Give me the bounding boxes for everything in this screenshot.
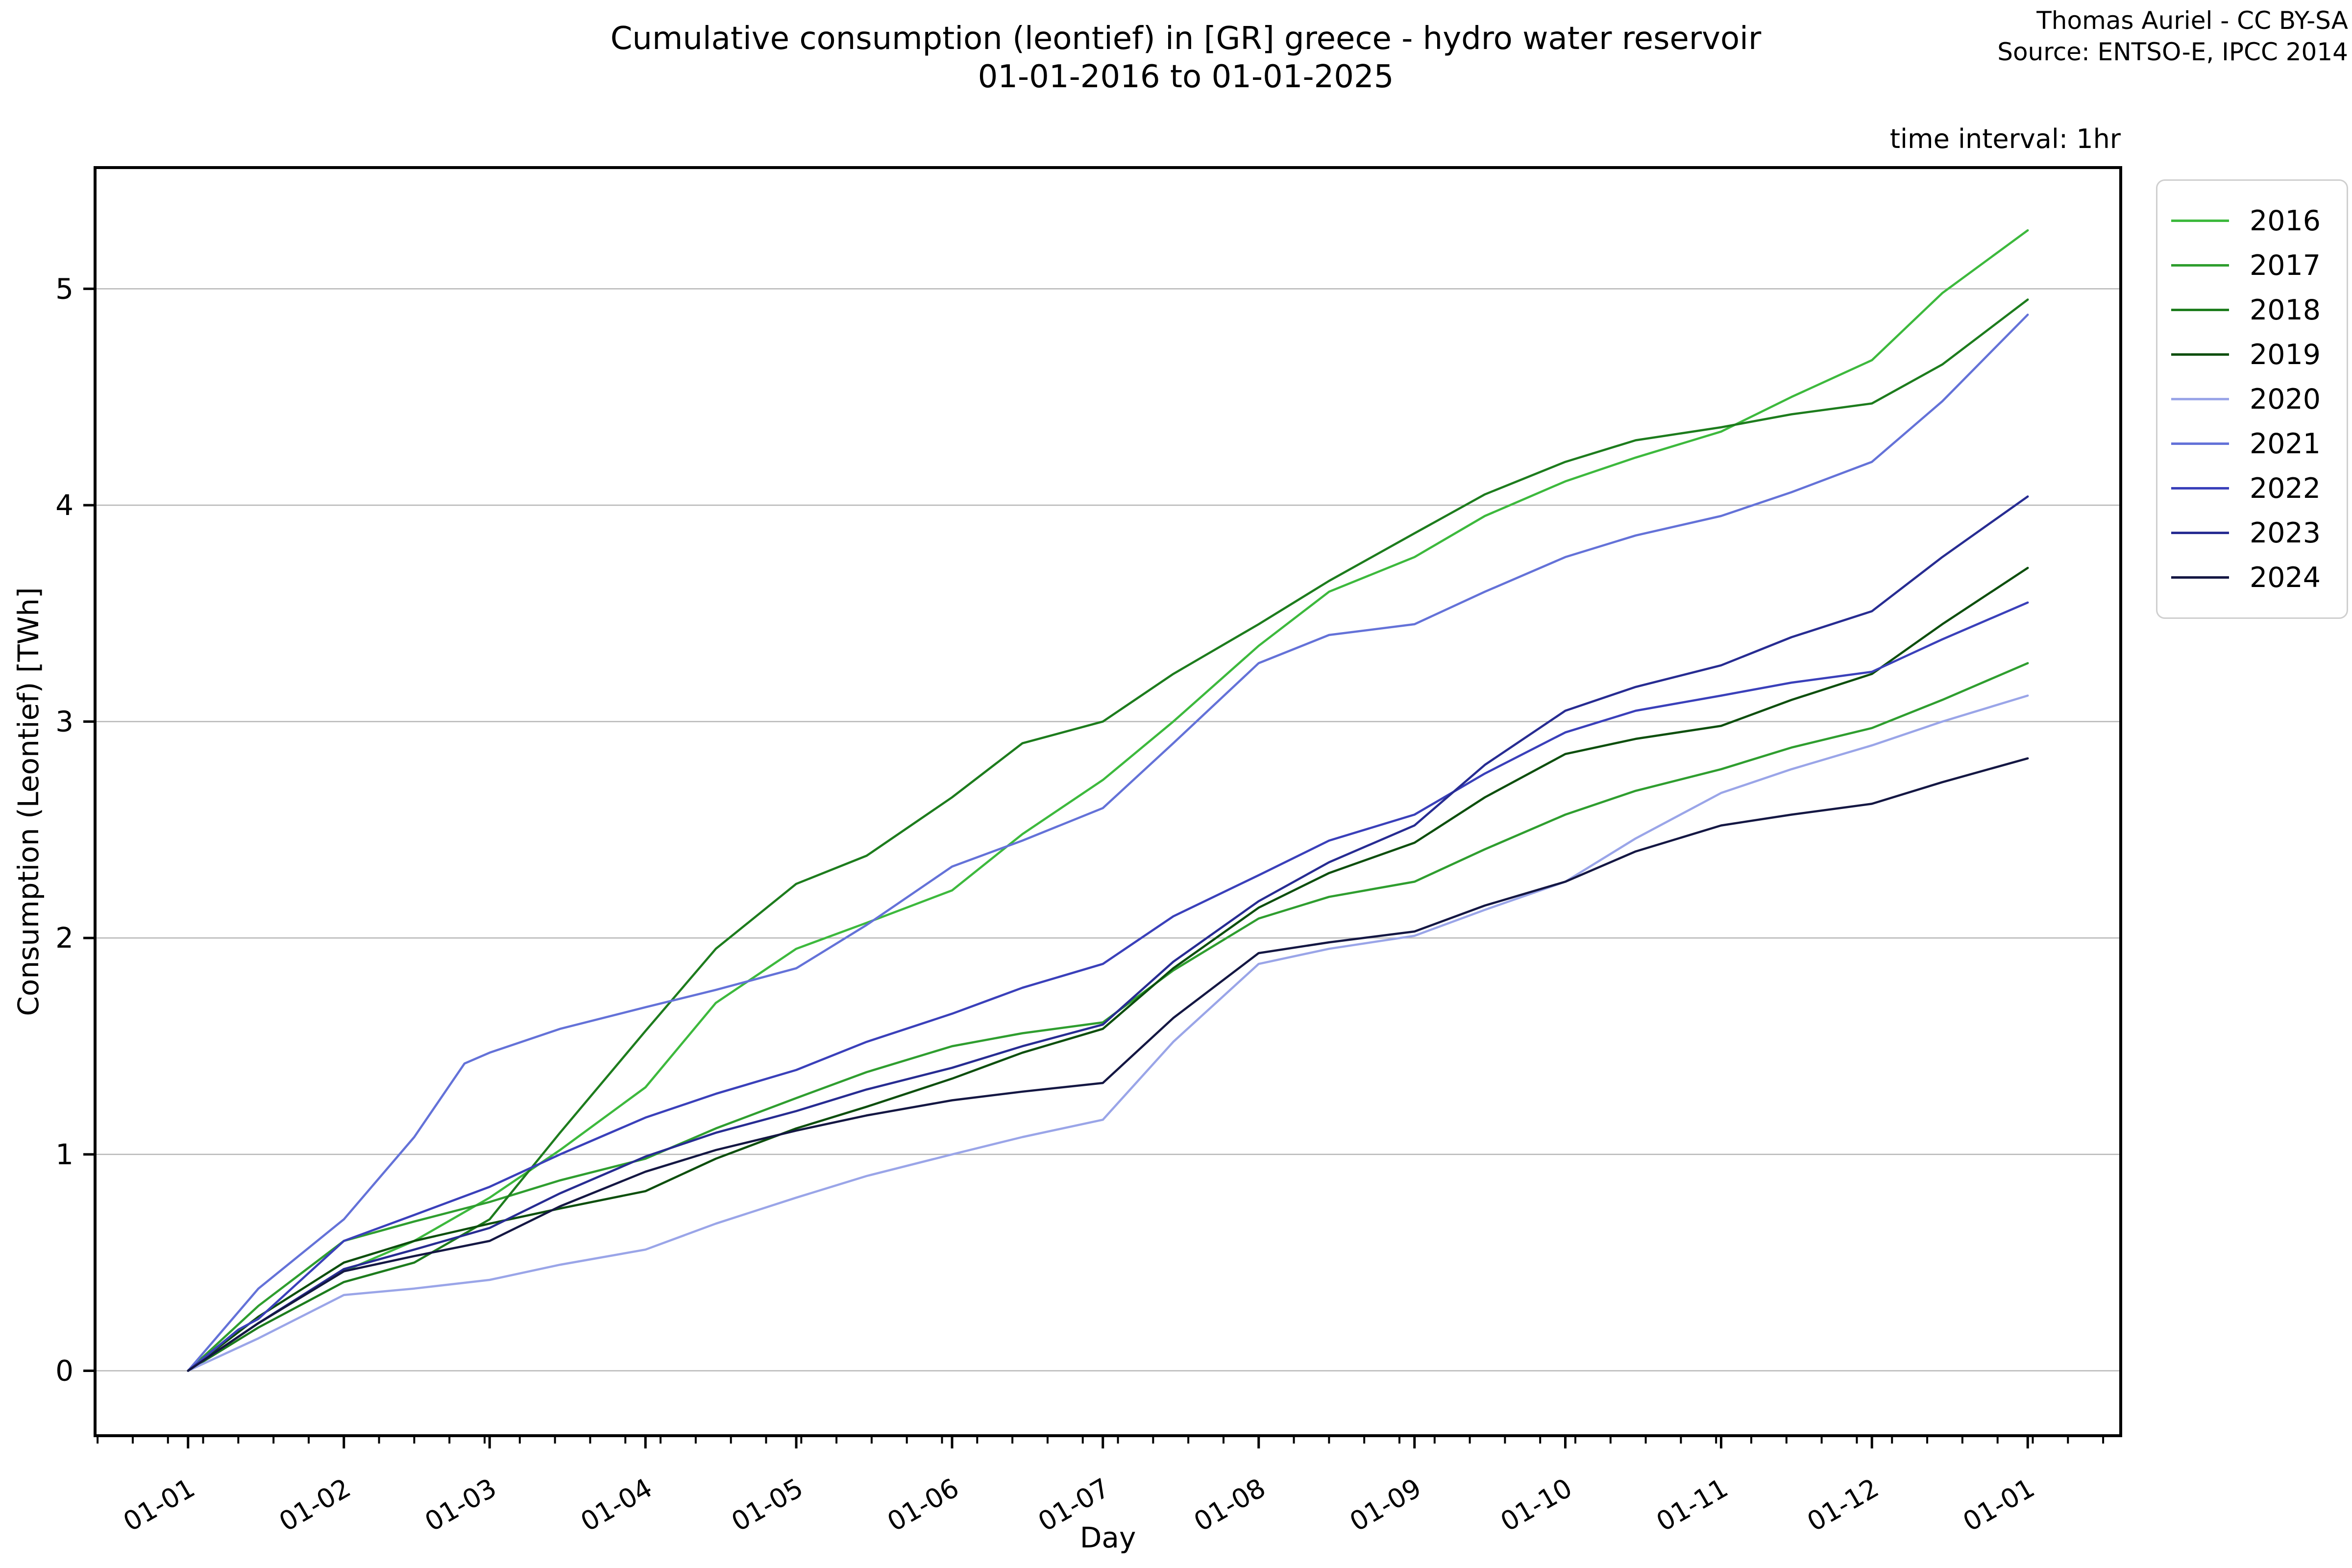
x-axis-label: Day xyxy=(1080,1521,1136,1554)
legend-label-2023: 2023 xyxy=(2250,516,2321,549)
legend-swatch-2020 xyxy=(2171,398,2229,400)
xtick-label-9: 01-10 xyxy=(1495,1472,1577,1538)
legend-swatch-2024 xyxy=(2171,576,2229,579)
ytick-label-4: 4 xyxy=(55,489,74,522)
legend-label-2022: 2022 xyxy=(2250,472,2321,505)
xtick-label-2: 01-03 xyxy=(419,1472,501,1538)
xtick-label-12: 01-01 xyxy=(1958,1472,2039,1538)
legend-item-2016: 2016 xyxy=(2171,198,2333,243)
legend-swatch-2017 xyxy=(2171,264,2229,267)
xtick-label-11: 01-12 xyxy=(1802,1472,1884,1538)
xtick-label-10: 01-11 xyxy=(1651,1472,1733,1538)
series-line-2021 xyxy=(187,314,2029,1372)
series-line-2016 xyxy=(187,229,2029,1372)
legend-swatch-2023 xyxy=(2171,532,2229,534)
credit-author: Thomas Auriel - CC BY-SA xyxy=(2036,6,2348,35)
series-line-2022 xyxy=(187,601,2029,1372)
ytick-label-0: 0 xyxy=(55,1354,74,1388)
legend-label-2016: 2016 xyxy=(2250,204,2321,237)
series-line-2019 xyxy=(187,566,2029,1372)
series-line-2018 xyxy=(187,298,2029,1372)
xtick-label-1: 01-02 xyxy=(274,1472,356,1538)
series-line-2017 xyxy=(187,662,2029,1372)
time-interval-note: time interval: 1hr xyxy=(1889,123,2121,154)
xtick-label-7: 01-08 xyxy=(1189,1472,1271,1538)
chart-title-line2: 01-01-2016 to 01-01-2025 xyxy=(978,59,1394,96)
legend-item-2021: 2021 xyxy=(2171,421,2333,466)
legend-label-2021: 2021 xyxy=(2250,427,2321,460)
ytick-label-5: 5 xyxy=(55,272,74,305)
legend-swatch-2022 xyxy=(2171,487,2229,490)
xtick-label-8: 01-09 xyxy=(1345,1472,1426,1538)
legend-label-2018: 2018 xyxy=(2250,294,2321,326)
ytick-label-2: 2 xyxy=(55,921,74,955)
legend-item-2019: 2019 xyxy=(2171,332,2333,377)
legend-label-2019: 2019 xyxy=(2250,338,2321,371)
legend-item-2018: 2018 xyxy=(2171,288,2333,332)
legend-item-2022: 2022 xyxy=(2171,466,2333,511)
legend-swatch-2018 xyxy=(2171,309,2229,311)
legend-swatch-2021 xyxy=(2171,442,2229,445)
xtick-label-0: 01-01 xyxy=(118,1472,200,1538)
legend: 2016 2017 2018 2019 2020 2021 2022 2023 2024 xyxy=(2156,179,2348,619)
ytick-label-3: 3 xyxy=(55,705,74,738)
series-line-2023 xyxy=(187,495,2029,1372)
legend-item-2024: 2024 xyxy=(2171,555,2333,600)
legend-swatch-2016 xyxy=(2171,220,2229,222)
credit-source: Source: ENTSO-E, IPCC 2014 xyxy=(1997,38,2348,66)
chart-title: Cumulative consumption (leontief) in [GR… xyxy=(167,20,2205,96)
series-line-2024 xyxy=(187,757,2029,1372)
legend-label-2017: 2017 xyxy=(2250,249,2321,282)
legend-item-2017: 2017 xyxy=(2171,243,2333,288)
legend-label-2020: 2020 xyxy=(2250,383,2321,416)
xtick-label-4: 01-05 xyxy=(726,1472,808,1538)
legend-item-2023: 2023 xyxy=(2171,511,2333,555)
legend-label-2024: 2024 xyxy=(2250,561,2321,594)
chart-title-line1: Cumulative consumption (leontief) in [GR… xyxy=(610,21,1762,57)
legend-item-2020: 2020 xyxy=(2171,377,2333,421)
ytick-label-1: 1 xyxy=(55,1138,74,1171)
y-axis-label: Consumption (Leontief) [TWh] xyxy=(12,587,45,1016)
credit: Thomas Auriel - CC BY-SA Source: ENTSO-E… xyxy=(1997,5,2348,68)
plot-spines xyxy=(94,166,2122,1437)
xtick-label-5: 01-06 xyxy=(882,1472,964,1538)
legend-swatch-2019 xyxy=(2171,353,2229,356)
xtick-label-3: 01-04 xyxy=(575,1472,657,1538)
series-line-2020 xyxy=(187,694,2029,1372)
